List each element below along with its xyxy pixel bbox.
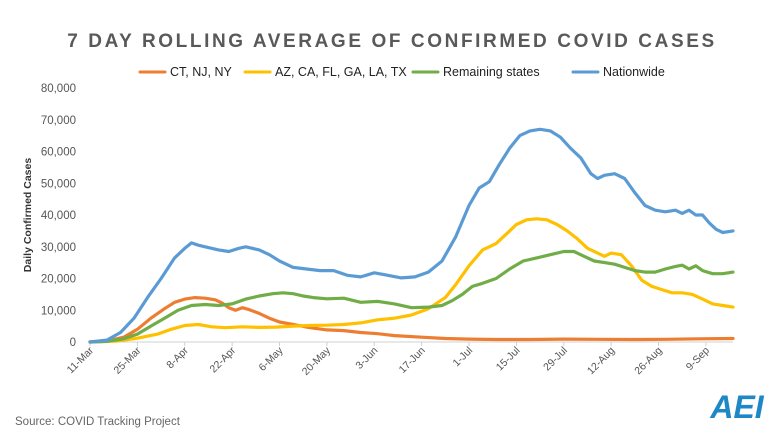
x-tick-label: 12-Aug xyxy=(585,345,618,378)
legend-item-nationwide: Nationwide xyxy=(571,65,665,79)
y-tick-label: 60,000 xyxy=(41,147,76,159)
x-tick-label: 15-Jul xyxy=(494,345,523,374)
y-tick-label: 80,000 xyxy=(41,83,76,95)
y-tick-label: 20,000 xyxy=(41,274,76,286)
x-tick-label: 22-Apr xyxy=(207,344,238,375)
x-tick-label: 8-Apr xyxy=(164,344,191,371)
y-tick-label: 40,000 xyxy=(41,210,76,222)
y-tick-label: 10,000 xyxy=(41,305,76,317)
x-tick-label: 17-Jun xyxy=(397,345,428,376)
y-tick-label: 70,000 xyxy=(41,115,76,127)
x-tick-label: 6-May xyxy=(257,344,287,374)
y-axis-ticks: 0 10,000 20,000 30,000 40,000 50,000 60,000 70,… xyxy=(41,83,76,349)
x-tick-label: 11-Mar xyxy=(65,344,97,376)
legend-label: Remaining states xyxy=(443,65,540,79)
y-tick-label: 50,000 xyxy=(41,178,76,190)
y-axis-label: Daily Confirmed Cases xyxy=(22,158,34,273)
legend-item-remaining-states: Remaining states xyxy=(411,65,540,79)
legend-label: CT, NJ, NY xyxy=(170,65,232,79)
x-tick-label: 20-May xyxy=(300,344,334,378)
x-tick-label: 29-Jul xyxy=(541,345,570,374)
series-line-az-ca-fl-ga-la-tx xyxy=(88,217,735,344)
x-tick-label: 9-Sep xyxy=(684,345,712,373)
x-axis-ticks: 11-Mar 25-Mar 8-Apr 22-Apr 6-May 20-May 3-Jun 1… xyxy=(65,342,712,378)
aei-logo-text: AEI xyxy=(709,389,764,425)
aei-logo: AEI xyxy=(709,389,764,425)
y-tick-label: 30,000 xyxy=(41,242,76,254)
x-tick-label: 26-Aug xyxy=(632,345,665,378)
x-tick-label: 1-Jul xyxy=(451,345,476,370)
series-line-nationwide xyxy=(88,127,735,344)
chart-title: 7 DAY ROLLING AVERAGE OF CONFIRMED COVID… xyxy=(67,31,717,52)
x-tick-label: 3-Jun xyxy=(353,345,380,372)
y-tick-label: 0 xyxy=(70,337,76,349)
x-tick-label: 25-Mar xyxy=(111,344,143,376)
series-line-ct-nj-ny xyxy=(88,296,735,344)
legend-label: AZ, CA, FL, GA, LA, TX xyxy=(275,65,407,79)
series-lines xyxy=(88,127,735,344)
legend-item-ct-nj-ny: CT, NJ, NY xyxy=(138,65,232,79)
legend-label: Nationwide xyxy=(603,65,665,79)
legend-item-az-ca-fl-ga-la-tx: AZ, CA, FL, GA, LA, TX xyxy=(243,65,407,79)
source-note: Source: COVID Tracking Project xyxy=(15,416,181,428)
legend: CT, NJ, NY AZ, CA, FL, GA, LA, TX Remain… xyxy=(138,65,665,79)
series-line-remaining-states xyxy=(88,249,735,344)
